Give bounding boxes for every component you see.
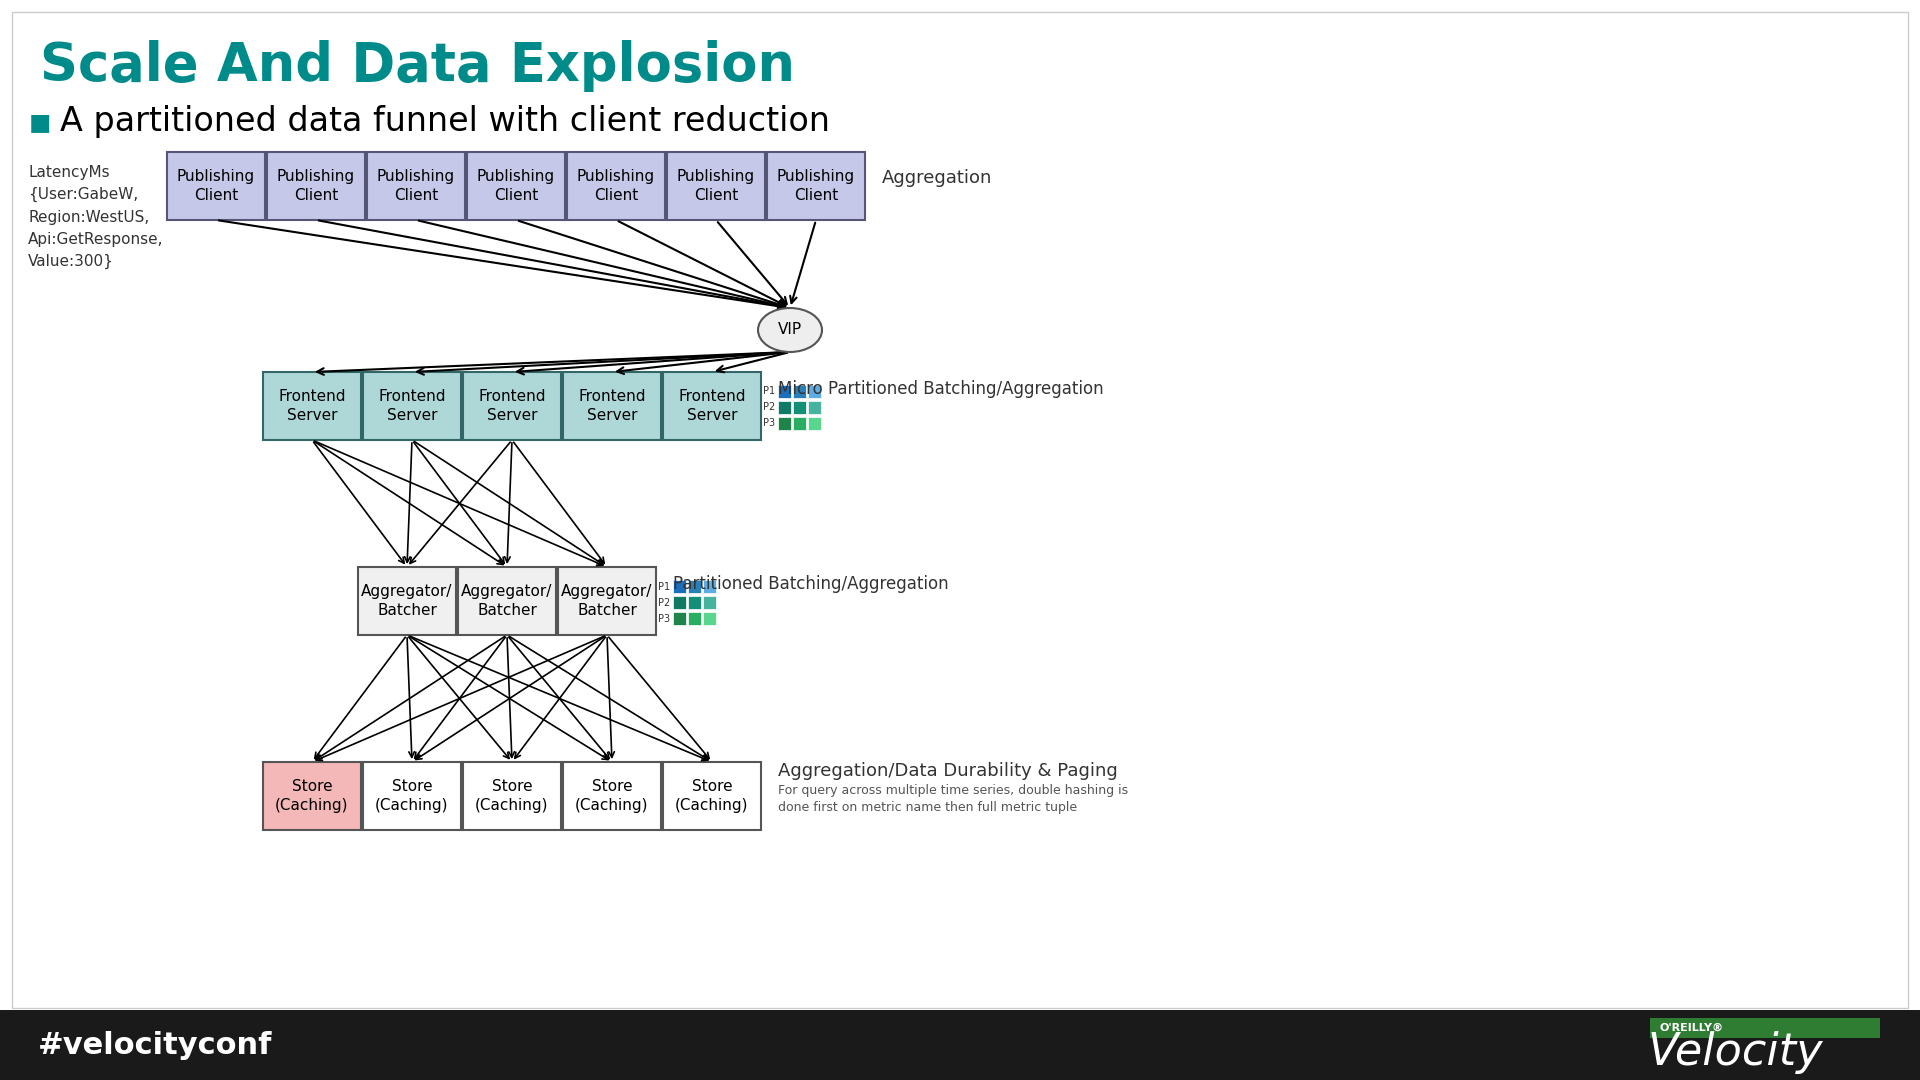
Text: Publishing
Client: Publishing Client <box>778 168 854 203</box>
FancyBboxPatch shape <box>808 417 822 430</box>
Text: ▪: ▪ <box>29 105 52 139</box>
Bar <box>0 1010 1920 1080</box>
Text: P3: P3 <box>659 613 670 623</box>
FancyBboxPatch shape <box>167 152 265 220</box>
FancyBboxPatch shape <box>566 152 664 220</box>
FancyBboxPatch shape <box>687 596 701 609</box>
FancyBboxPatch shape <box>703 596 716 609</box>
FancyBboxPatch shape <box>459 567 557 635</box>
Text: Aggregation/Data Durability & Paging: Aggregation/Data Durability & Paging <box>778 762 1117 780</box>
Text: Store
(Caching): Store (Caching) <box>374 779 449 813</box>
Text: P3: P3 <box>762 418 776 429</box>
FancyBboxPatch shape <box>367 152 465 220</box>
Text: VIP: VIP <box>778 323 803 337</box>
Text: Aggregator/
Batcher: Aggregator/ Batcher <box>361 583 453 619</box>
Text: Frontend
Server: Frontend Server <box>678 389 745 423</box>
Text: Store
(Caching): Store (Caching) <box>676 779 749 813</box>
FancyBboxPatch shape <box>703 580 716 593</box>
Bar <box>1649 1018 1880 1038</box>
FancyBboxPatch shape <box>467 152 564 220</box>
Text: Scale And Data Explosion: Scale And Data Explosion <box>40 40 795 92</box>
Text: P2: P2 <box>762 403 776 413</box>
Text: Aggregation: Aggregation <box>881 168 993 187</box>
FancyBboxPatch shape <box>674 612 685 625</box>
FancyBboxPatch shape <box>263 372 361 440</box>
FancyBboxPatch shape <box>357 567 457 635</box>
FancyBboxPatch shape <box>793 417 806 430</box>
FancyBboxPatch shape <box>778 401 791 414</box>
Text: #velocityconf: #velocityconf <box>38 1030 273 1059</box>
Text: LatencyMs
{User:GabeW,
Region:WestUS,
Api:GetResponse,
Value:300}: LatencyMs {User:GabeW, Region:WestUS, Ap… <box>29 165 163 269</box>
FancyBboxPatch shape <box>563 372 660 440</box>
FancyBboxPatch shape <box>687 580 701 593</box>
Text: Micro Partitioned Batching/Aggregation: Micro Partitioned Batching/Aggregation <box>778 380 1104 399</box>
FancyBboxPatch shape <box>674 580 685 593</box>
Text: Partitioned Batching/Aggregation: Partitioned Batching/Aggregation <box>674 575 948 593</box>
FancyBboxPatch shape <box>674 596 685 609</box>
FancyBboxPatch shape <box>778 417 791 430</box>
Text: Store
(Caching): Store (Caching) <box>275 779 349 813</box>
Ellipse shape <box>758 308 822 352</box>
Text: For query across multiple time series, double hashing is
done first on metric na: For query across multiple time series, d… <box>778 784 1129 814</box>
Text: Publishing
Client: Publishing Client <box>276 168 355 203</box>
Text: Store
(Caching): Store (Caching) <box>576 779 649 813</box>
FancyBboxPatch shape <box>463 762 561 831</box>
Text: Frontend
Server: Frontend Server <box>578 389 645 423</box>
FancyBboxPatch shape <box>559 567 657 635</box>
FancyBboxPatch shape <box>703 612 716 625</box>
Text: Frontend
Server: Frontend Server <box>478 389 545 423</box>
FancyBboxPatch shape <box>808 401 822 414</box>
Text: Aggregator/
Batcher: Aggregator/ Batcher <box>461 583 553 619</box>
Text: Publishing
Client: Publishing Client <box>576 168 655 203</box>
FancyBboxPatch shape <box>263 762 361 831</box>
Text: P1: P1 <box>659 581 670 592</box>
FancyBboxPatch shape <box>662 372 760 440</box>
FancyBboxPatch shape <box>563 762 660 831</box>
FancyBboxPatch shape <box>687 612 701 625</box>
Text: P1: P1 <box>762 387 776 396</box>
Text: Aggregator/
Batcher: Aggregator/ Batcher <box>561 583 653 619</box>
Text: A partitioned data funnel with client reduction: A partitioned data funnel with client re… <box>60 105 829 138</box>
Text: Store
(Caching): Store (Caching) <box>476 779 549 813</box>
Text: Publishing
Client: Publishing Client <box>177 168 255 203</box>
Text: Publishing
Client: Publishing Client <box>476 168 555 203</box>
Text: Publishing
Client: Publishing Client <box>376 168 455 203</box>
FancyBboxPatch shape <box>778 384 791 399</box>
Text: Velocity: Velocity <box>1647 1030 1824 1074</box>
Text: O'REILLY®: O'REILLY® <box>1661 1023 1724 1032</box>
Text: P2: P2 <box>659 597 670 607</box>
FancyBboxPatch shape <box>267 152 365 220</box>
FancyBboxPatch shape <box>666 152 764 220</box>
FancyBboxPatch shape <box>766 152 866 220</box>
Text: Publishing
Client: Publishing Client <box>678 168 755 203</box>
FancyBboxPatch shape <box>363 372 461 440</box>
FancyBboxPatch shape <box>363 762 461 831</box>
FancyBboxPatch shape <box>793 384 806 399</box>
FancyBboxPatch shape <box>662 762 760 831</box>
FancyBboxPatch shape <box>793 401 806 414</box>
FancyBboxPatch shape <box>808 384 822 399</box>
FancyBboxPatch shape <box>463 372 561 440</box>
Text: Frontend
Server: Frontend Server <box>278 389 346 423</box>
Text: Frontend
Server: Frontend Server <box>378 389 445 423</box>
